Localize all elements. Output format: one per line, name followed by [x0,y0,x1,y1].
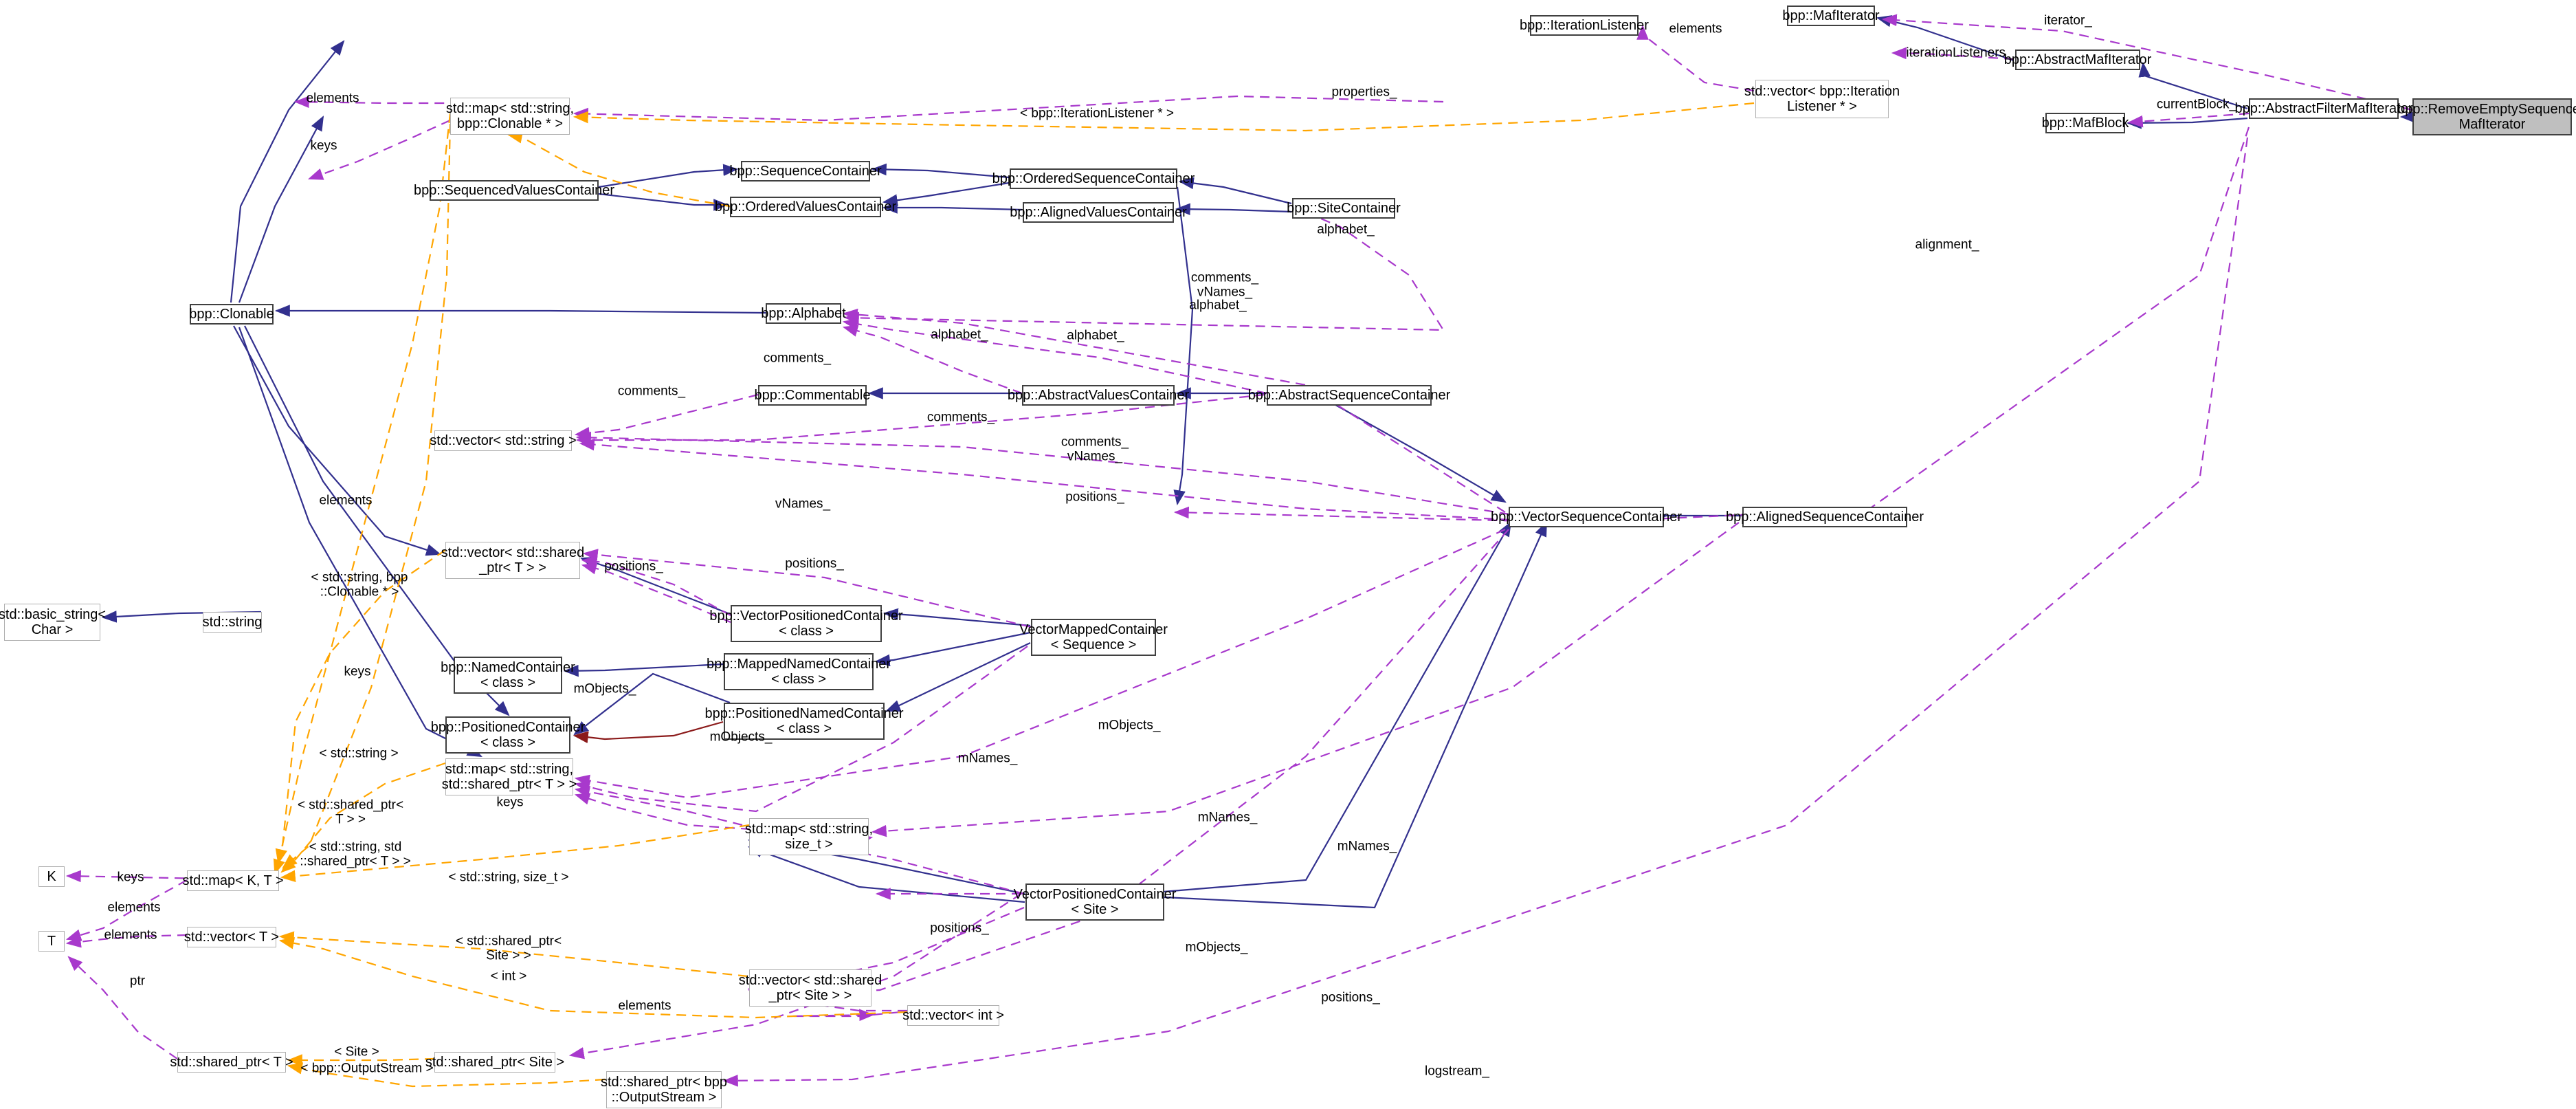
edge-label: keys [344,664,371,679]
class-node-sharedptrSite[interactable]: std::shared_ptr< Site > [425,1052,564,1073]
edge-label: mObjects_ [709,729,773,745]
edge-label: properties_ [1331,85,1397,100]
edge-label: mNames_ [1337,839,1397,854]
class-node-vecposcont_site[interactable]: VectorPositionedContainer < Site > [1014,883,1176,921]
class-node-string[interactable]: std::string [203,612,262,633]
class-node-vecsharedSite[interactable]: std::vector< std::shared _ptr< Site > > [739,969,882,1007]
class-node-vecposcont_class[interactable]: bpp::VectorPositionedContainer < class > [709,605,903,642]
class-node-mapstrsizet[interactable]: std::map< std::string, size_t > [745,818,873,855]
edge-label: logstream_ [1425,1064,1489,1079]
class-node-removeempty[interactable]: bpp::RemoveEmptySequences MafIterator [2397,98,2576,135]
edge-label: comments_ vNames_ [1061,435,1129,464]
class-node-mapclonable[interactable]: std::map< std::string, bpp::Clonable * > [446,98,574,135]
class-node-K[interactable]: K [38,866,65,887]
edge-label: < Site > [334,1044,379,1059]
class-node-orderedvalcont[interactable]: bpp::OrderedValuesContainer [715,197,896,217]
class-node-mafblock[interactable]: bpp::MafBlock [2042,113,2129,133]
edge-label: < std::string, std ::shared_ptr< T > > [300,839,411,869]
edge-label: keys [117,870,144,885]
class-node-vecsharedT[interactable]: std::vector< std::shared _ptr< T > > [441,542,584,579]
edge-label: comments_ [617,384,686,399]
edge-label: < std::string, size_t > [448,870,569,885]
edge-label: elements [618,998,671,1013]
edge-label: currentBlock_ [2156,97,2237,112]
edge-label: iterationListeners_ [1906,45,2013,61]
edge-label: < bpp::IterationListener * > [1020,106,1174,121]
class-node-seqvalcont[interactable]: bpp::SequencedValuesContainer [414,180,614,201]
edge-label: positions_ [785,556,844,571]
edge-label: mNames_ [957,751,1018,766]
edge-label: elements [1669,21,1722,36]
class-node-clonable[interactable]: bpp::Clonable [189,304,274,325]
edge-label: mObjects_ [1098,718,1161,733]
class-node-mapstrsharedT[interactable]: std::map< std::string, std::shared_ptr< … [442,758,577,795]
edge-label: elements [107,900,161,915]
class-node-mappednamed_class[interactable]: bpp::MappedNamedContainer < class > [707,653,891,690]
edge-label: < std::shared_ptr< T > > [297,798,404,827]
edge-label: vNames_ [775,496,831,512]
class-node-commentable[interactable]: bpp::Commentable [755,385,871,406]
edge-label: keys [310,138,337,153]
edge-label: elements [319,493,373,508]
class-node-alignedvalcont[interactable]: bpp::AlignedValuesContainer [1010,202,1187,223]
class-node-iterlistener[interactable]: bpp::IterationListener [1520,15,1649,36]
class-node-abstractvalcont[interactable]: bpp::AbstractValuesContainer [1008,385,1189,406]
edge-label: alphabet_ [1067,328,1124,343]
edge-label: alphabet_ [1317,222,1375,237]
edge-label: alphabet_ [1189,298,1247,313]
edge-label: comments_ [926,410,995,425]
class-node-abstractseqcont[interactable]: bpp::AbstractSequenceContainer [1248,385,1450,406]
edge-label: comments_ vNames_ [1190,270,1259,300]
class-node-sharedptrT[interactable]: std::shared_ptr< T > [170,1052,293,1073]
class-node-poscont_class[interactable]: bpp::PositionedContainer < class > [431,716,585,754]
edge-label: < std::string > [319,746,399,761]
class-node-alignedseqcont[interactable]: bpp::AlignedSequenceContainer [1726,507,1924,527]
edge-label: ptr [129,974,146,989]
class-node-mafiterator[interactable]: bpp::MafIterator [1782,6,1880,26]
edge-label: positions_ [604,559,663,574]
class-node-alphabet[interactable]: bpp::Alphabet [761,303,846,324]
edge-label: iterator_ [2044,13,2092,28]
edge-label: positions_ [1065,490,1124,505]
class-node-vecT[interactable]: std::vector< T > [184,927,279,947]
edge-label: < int > [490,969,527,984]
edge-label: mObjects_ [573,681,636,696]
class-node-basicstring[interactable]: std::basic_string< Char > [0,604,106,641]
class-node-seqcont[interactable]: bpp::SequenceContainer [729,161,882,182]
class-node-T[interactable]: T [38,931,65,952]
edge-label: positions_ [1321,990,1380,1005]
edge-label: alignment_ [1915,237,1979,252]
edge-label: elements [306,91,359,106]
class-node-vecint[interactable]: std::vector< int > [902,1005,1004,1026]
class-node-veciterlistener[interactable]: std::vector< bpp::Iteration Listener * > [1744,80,1900,118]
class-node-abstractmaf[interactable]: bpp::AbstractMafIterator [2004,50,2151,70]
class-node-namedcont_class[interactable]: bpp::NamedContainer < class > [441,657,575,694]
edge-label: < bpp::OutputStream > [300,1061,434,1076]
edge-label: comments_ [763,351,832,366]
edge-label: positions_ [930,921,989,936]
class-node-abstractfilter[interactable]: bpp::AbstractFilterMafIterator [2235,98,2413,119]
class-node-vecseqcont[interactable]: bpp::VectorSequenceContainer [1491,507,1682,527]
edge-label: alphabet_ [931,327,988,342]
class-node-sharedptrout[interactable]: std::shared_ptr< bpp ::OutputStream > [601,1071,727,1108]
edge-label: < std::string, bpp ::Clonable * > [311,570,408,600]
class-node-posnamed_class[interactable]: bpp::PositionedNamedContainer < class > [704,703,904,740]
edge-label: mObjects_ [1185,940,1248,955]
class-node-vecstring[interactable]: std::vector< std::string > [430,430,577,451]
class-node-orderedseqcont[interactable]: bpp::OrderedSequenceContainer [992,168,1195,189]
edge-label: keys [496,795,524,810]
edge-label: elements [104,927,157,943]
class-node-vecmapped_seq[interactable]: VectorMappedContainer < Sequence > [1019,619,1168,656]
edge-label: mNames_ [1197,810,1258,825]
edge-label: < std::shared_ptr< Site > > [455,934,562,963]
class-node-sitecont[interactable]: bpp::SiteContainer [1287,198,1401,219]
class-node-mapKT[interactable]: std::map< K, T > [182,870,284,891]
